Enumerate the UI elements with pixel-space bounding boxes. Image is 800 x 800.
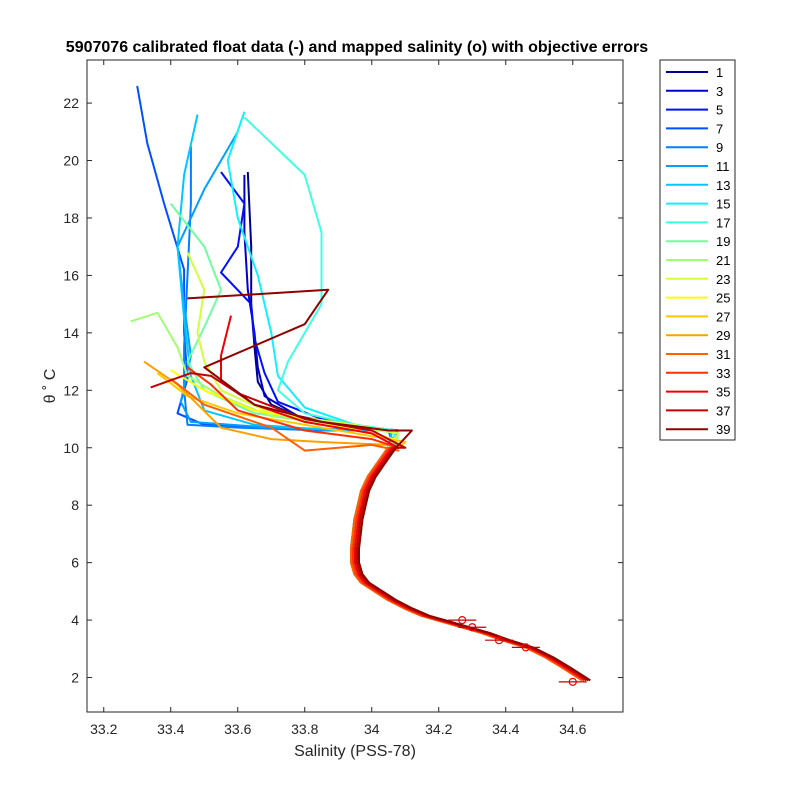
y-tick-label: 20 bbox=[63, 153, 79, 169]
legend-label: 1 bbox=[716, 65, 723, 80]
legend-label: 21 bbox=[716, 253, 730, 268]
legend-label: 35 bbox=[716, 385, 730, 400]
y-axis-ticks: 2 4 6 8 10 12 14 16 18 20 22 bbox=[63, 95, 623, 686]
plot-frame bbox=[86, 59, 624, 713]
legend-label: 31 bbox=[716, 347, 730, 362]
x-tick-label: 34 bbox=[364, 721, 380, 737]
plot-area bbox=[86, 59, 624, 713]
legend-label: 25 bbox=[716, 291, 730, 306]
series-layer bbox=[130, 85, 591, 682]
x-axis-ticks: 33.2 33.4 33.6 33.8 34 34.2 34.4 34.6 bbox=[90, 60, 587, 737]
x-tick-label: 34.4 bbox=[492, 721, 519, 737]
x-tick-label: 34.6 bbox=[559, 721, 586, 737]
x-tick-label: 33.2 bbox=[90, 721, 117, 737]
mapped-point bbox=[494, 636, 504, 645]
mapped-point bbox=[521, 643, 530, 652]
legend-label: 5 bbox=[716, 103, 723, 118]
x-tick-label: 33.8 bbox=[291, 721, 318, 737]
y-tick-label: 6 bbox=[71, 555, 79, 571]
legend-label: 3 bbox=[716, 84, 723, 99]
chart-title: 5907076 calibrated float data (-) and ma… bbox=[66, 39, 648, 56]
legend-label: 13 bbox=[716, 178, 730, 193]
y-tick-label: 12 bbox=[63, 382, 79, 398]
legend-label: 29 bbox=[716, 328, 730, 343]
y-axis-label: θ ˚ C bbox=[42, 369, 59, 404]
y-tick-label: 8 bbox=[71, 497, 79, 513]
y-tick-label: 16 bbox=[63, 267, 79, 283]
legend-label: 11 bbox=[716, 159, 730, 174]
mapped-points-layer bbox=[448, 615, 587, 686]
legend-label: 23 bbox=[716, 272, 730, 287]
legend-label: 33 bbox=[716, 366, 730, 381]
y-tick-label: 14 bbox=[63, 325, 79, 341]
legend-label: 27 bbox=[716, 309, 730, 324]
mapped-point bbox=[568, 677, 577, 686]
y-tick-label: 10 bbox=[63, 440, 79, 456]
legend-label: 17 bbox=[716, 215, 730, 230]
y-tick-label: 22 bbox=[63, 95, 79, 111]
legend-box bbox=[659, 59, 736, 441]
legend-label: 7 bbox=[716, 121, 723, 136]
legend-label: 9 bbox=[716, 140, 723, 155]
x-axis-label: Salinity (PSS-78) bbox=[294, 743, 416, 760]
legend-label: 37 bbox=[716, 403, 730, 418]
mapped-point bbox=[458, 615, 467, 625]
y-tick-label: 18 bbox=[63, 210, 79, 226]
x-tick-label: 34.2 bbox=[425, 721, 452, 737]
legend-label: 19 bbox=[716, 234, 730, 249]
legend-label: 15 bbox=[716, 197, 730, 212]
x-tick-label: 33.4 bbox=[157, 721, 184, 737]
legend-label: 39 bbox=[716, 422, 730, 437]
y-tick-label: 4 bbox=[71, 612, 79, 628]
series-line-39 bbox=[187, 288, 591, 682]
x-tick-label: 33.6 bbox=[224, 721, 251, 737]
y-tick-label: 2 bbox=[71, 670, 79, 686]
mapped-point bbox=[468, 623, 477, 632]
